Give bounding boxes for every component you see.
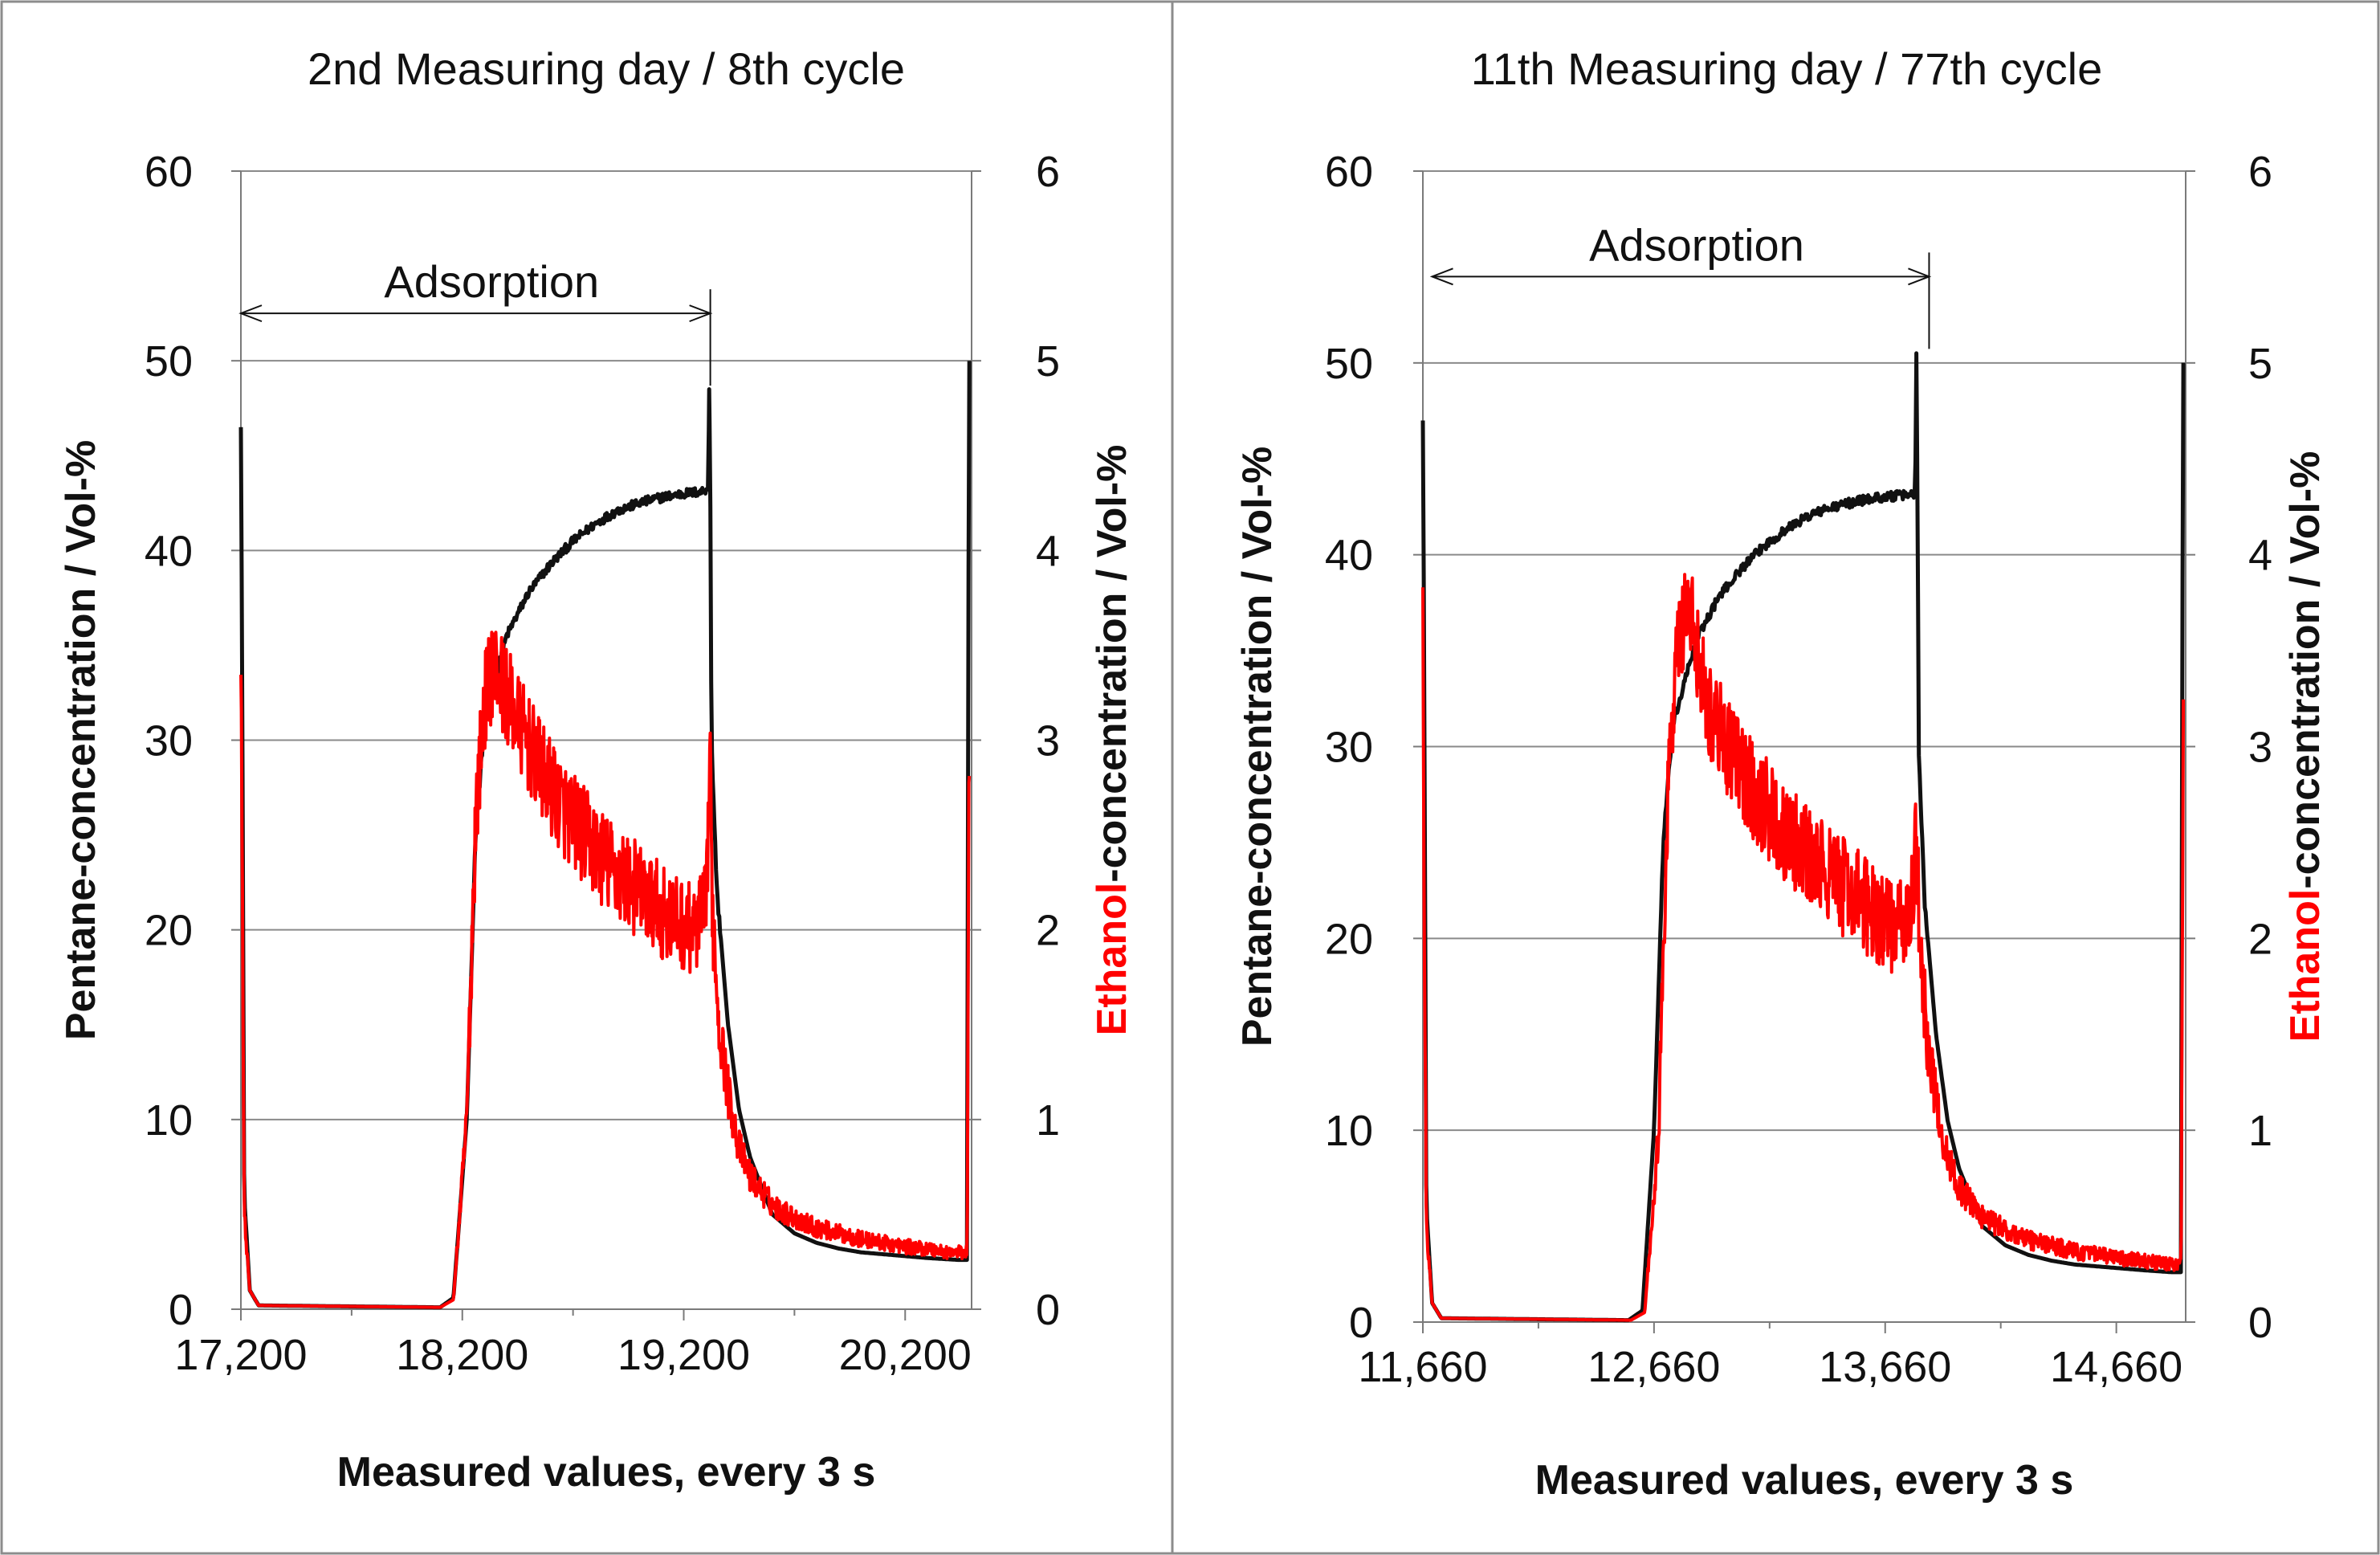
series-line-ethanol bbox=[239, 631, 972, 1309]
y-left-tick-label: 50 bbox=[145, 337, 193, 386]
x-tick-label: 12,660 bbox=[1587, 1343, 1720, 1391]
x-tick-label: 14,660 bbox=[2050, 1343, 2182, 1391]
y-right-axis-label-rest: -concentration / Vol-% bbox=[2282, 451, 2329, 889]
y-right-tick-label: 0 bbox=[1036, 1286, 1060, 1334]
annotation-label: Adsorption bbox=[1589, 219, 1804, 270]
y-left-tick-label: 10 bbox=[145, 1096, 193, 1145]
y-right-tick-label: 2 bbox=[2248, 915, 2272, 963]
y-right-tick-label: 4 bbox=[1036, 527, 1060, 575]
y-left-tick-label: 20 bbox=[1325, 915, 1373, 963]
y-right-axis-label-ethanol: Ethanol bbox=[2282, 889, 2329, 1043]
chart-title: 11th Measuring day / 77th cycle bbox=[1471, 43, 2103, 94]
chart-title: 2nd Measuring day / 8th cycle bbox=[308, 43, 905, 94]
x-axis-label: Measured values, every 3 s bbox=[337, 1449, 876, 1496]
y-right-tick-label: 1 bbox=[1036, 1096, 1060, 1145]
y-left-tick-label: 10 bbox=[1325, 1107, 1373, 1155]
y-right-tick-label: 6 bbox=[1036, 148, 1060, 196]
y-right-tick-label: 6 bbox=[2248, 148, 2272, 196]
series-line-ethanol bbox=[1421, 573, 2186, 1322]
x-tick-label: 11,660 bbox=[1358, 1343, 1487, 1391]
y-left-tick-label: 40 bbox=[1325, 532, 1373, 580]
y-left-tick-label: 50 bbox=[1325, 340, 1373, 388]
x-tick-label: 20,200 bbox=[839, 1331, 972, 1379]
y-right-axis-label-rest: -concentration / Vol-% bbox=[1089, 445, 1135, 883]
y-right-tick-label: 3 bbox=[2248, 724, 2272, 772]
x-tick-label: 19,200 bbox=[617, 1331, 750, 1379]
y-right-tick-label: 2 bbox=[1036, 907, 1060, 955]
y-right-axis-label: Ethanol-concentration / Vol-% bbox=[2282, 451, 2329, 1043]
annotation-arrowhead-left bbox=[238, 304, 263, 323]
annotation-label: Adsorption bbox=[384, 256, 599, 307]
y-right-tick-label: 5 bbox=[2248, 340, 2272, 388]
y-right-tick-label: 4 bbox=[2248, 532, 2272, 580]
x-tick-label: 17,200 bbox=[174, 1331, 307, 1379]
y-left-tick-label: 60 bbox=[1325, 148, 1373, 196]
y-left-tick-label: 30 bbox=[1325, 724, 1373, 772]
y-right-tick-label: 5 bbox=[1036, 337, 1060, 386]
y-left-axis-label: Pentane-concentration / Vol-% bbox=[58, 440, 104, 1040]
x-axis-label: Measured values, every 3 s bbox=[1535, 1457, 2074, 1504]
y-left-tick-label: 0 bbox=[1349, 1299, 1373, 1347]
y-right-axis-label: Ethanol-concentration / Vol-% bbox=[1089, 445, 1135, 1036]
y-right-tick-label: 3 bbox=[1036, 717, 1060, 765]
x-tick-label: 18,200 bbox=[396, 1331, 528, 1379]
y-right-tick-label: 0 bbox=[2248, 1299, 2272, 1347]
chart-panel-left: 2nd Measuring day / 8th cycle01020304050… bbox=[58, 43, 1135, 1496]
y-left-tick-label: 40 bbox=[145, 527, 193, 575]
chart-panel-right: 11th Measuring day / 77th cycle010203040… bbox=[1234, 43, 2329, 1504]
y-right-tick-label: 1 bbox=[2248, 1107, 2272, 1155]
y-left-axis-label: Pentane-concentration / Vol-% bbox=[1234, 447, 1281, 1047]
y-left-tick-label: 0 bbox=[169, 1286, 193, 1334]
x-tick-label: 13,660 bbox=[1819, 1343, 1951, 1391]
y-right-axis-label-ethanol: Ethanol bbox=[1089, 883, 1135, 1036]
y-left-tick-label: 20 bbox=[145, 907, 193, 955]
y-left-tick-label: 60 bbox=[145, 148, 193, 196]
annotation-arrowhead-left bbox=[1429, 267, 1453, 286]
y-left-tick-label: 30 bbox=[145, 717, 193, 765]
